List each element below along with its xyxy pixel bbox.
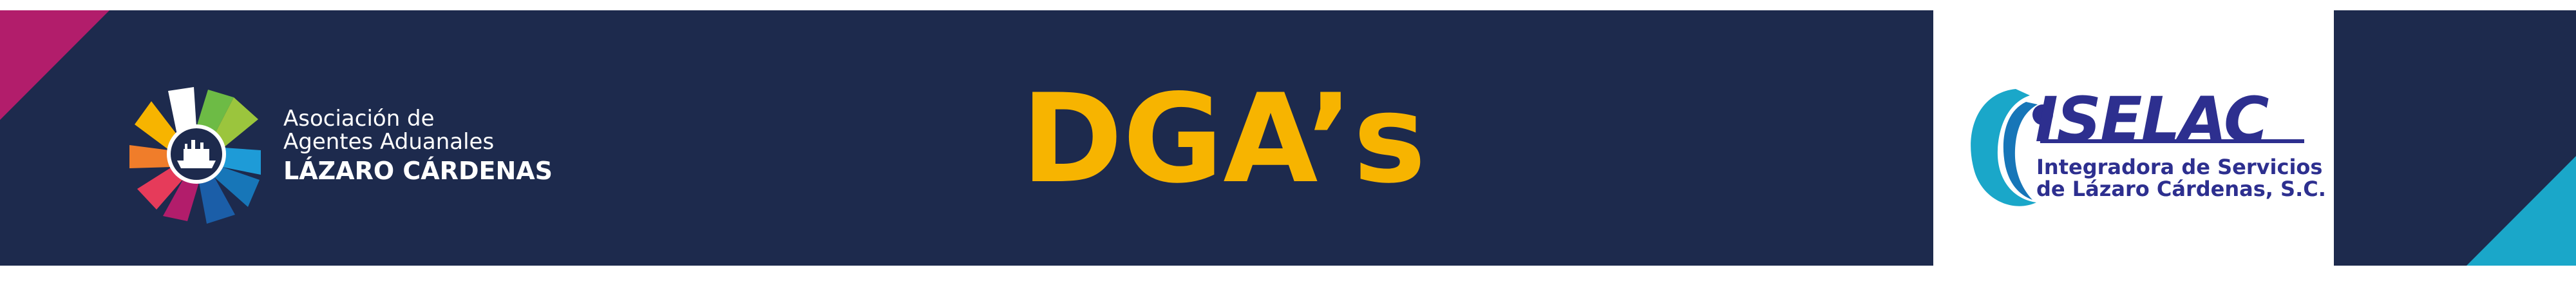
iselac-wordmark: ISELAC [2035, 84, 2269, 156]
iselac-subtitle-line-2: de Lázaro Cárdenas, S.C. [2036, 177, 2326, 201]
magenta-corner-triangle [0, 10, 109, 120]
iselac-logo-panel [1933, 10, 2334, 266]
ship-pinwheel-logo-icon [129, 87, 261, 224]
association-name-block: Asociación de Agentes Aduanales LÁZARO C… [283, 107, 553, 186]
association-line-1: Asociación de [283, 106, 435, 132]
page-title: DGA’s [1021, 68, 1426, 210]
iselac-subtitle-line-1: Integradora de Servicios [2036, 155, 2323, 179]
association-name: LÁZARO CÁRDENAS [283, 157, 553, 185]
association-line-2: Agentes Aduanales [283, 129, 495, 155]
iselac-subtitle: Integradora de Servicios de Lázaro Cárde… [2036, 156, 2326, 200]
cyan-corner-triangle [2467, 156, 2576, 266]
header-banner: Asociación de Agentes Aduanales LÁZARO C… [0, 10, 2576, 266]
iselac-wave-logo-icon [1971, 89, 2304, 206]
